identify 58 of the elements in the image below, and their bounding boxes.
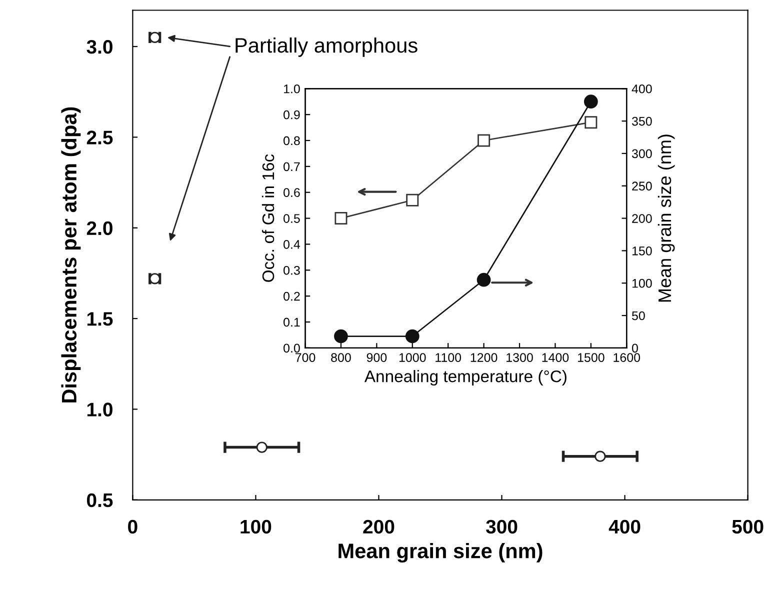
x-tick-label: 1600 <box>614 353 640 362</box>
point <box>406 194 419 206</box>
y-tick-label: 1.0 <box>284 84 300 94</box>
y-tick-label: 3.0 <box>86 40 112 54</box>
y-tick-label: 0.5 <box>86 493 113 508</box>
x-tick-label: 900 <box>366 353 387 362</box>
y-tick-label: 0.1 <box>284 318 300 327</box>
y2-tick-label: 350 <box>632 116 652 126</box>
y-tick-label: 0.4 <box>284 240 300 249</box>
x-tick-label: 1000 <box>399 353 426 362</box>
point <box>594 450 606 462</box>
y-tick-label: 0.2 <box>284 292 300 301</box>
y-axis-title: Occ. of Gd in 16c <box>262 154 274 282</box>
x-tick-label: 1500 <box>578 353 604 362</box>
point <box>334 329 348 344</box>
point <box>256 442 268 453</box>
x-tick-label: 700 <box>295 353 316 362</box>
point <box>405 329 420 344</box>
y2-tick-label: 250 <box>632 182 652 191</box>
point <box>478 134 490 147</box>
y2-tick-label: 400 <box>632 84 652 94</box>
x-tick-label: 400 <box>608 520 640 534</box>
y-axis-title: Displacements per atom (dpa) <box>61 107 81 402</box>
x-tick-label: 800 <box>331 353 351 362</box>
x-tick-label: 1400 <box>542 353 569 362</box>
annotation: Partially amorphous <box>236 37 418 57</box>
x-tick-label: 300 <box>486 520 518 534</box>
y2-tick-label: 50 <box>632 311 645 320</box>
x-tick-label: 1100 <box>436 353 462 362</box>
y-tick-label: 0.0 <box>284 344 300 353</box>
y-tick-label: 1.0 <box>87 402 112 416</box>
x-tick-label: 1300 <box>506 353 533 362</box>
point <box>334 212 348 225</box>
y2-tick-label: 100 <box>632 278 652 288</box>
y-tick-label: 1.5 <box>87 312 113 326</box>
x-tick-label: 500 <box>732 520 764 534</box>
x-tick-label: 100 <box>240 520 272 534</box>
y-tick-label: 2.5 <box>86 130 113 144</box>
y2-tick-label: 300 <box>632 149 652 158</box>
y-tick-label: 0.5 <box>284 214 300 223</box>
y-tick-label: 0.3 <box>284 266 300 275</box>
y-tick-label: 2.0 <box>86 221 112 236</box>
y-tick-label: 0.8 <box>284 136 300 146</box>
x-tick-label: 200 <box>363 520 394 534</box>
x-tick-label: 1200 <box>470 353 498 362</box>
x-tick-label: 0 <box>128 520 138 534</box>
y2-tick-label: 0 <box>632 344 638 353</box>
y2-tick-label: 200 <box>632 214 652 223</box>
x-axis-title: Annealing temperature (°C) <box>364 370 566 386</box>
y-tick-label: 0.6 <box>284 188 300 198</box>
y2-axis-title: Mean grain size (nm) <box>658 134 675 302</box>
y-tick-label: 0.7 <box>284 162 300 172</box>
y2-tick-label: 150 <box>632 246 652 256</box>
point <box>584 94 598 109</box>
point <box>584 116 598 129</box>
y-tick-label: 0.9 <box>284 110 300 120</box>
x-axis-title: Mean grain size (nm) <box>338 543 542 563</box>
point <box>476 272 491 287</box>
